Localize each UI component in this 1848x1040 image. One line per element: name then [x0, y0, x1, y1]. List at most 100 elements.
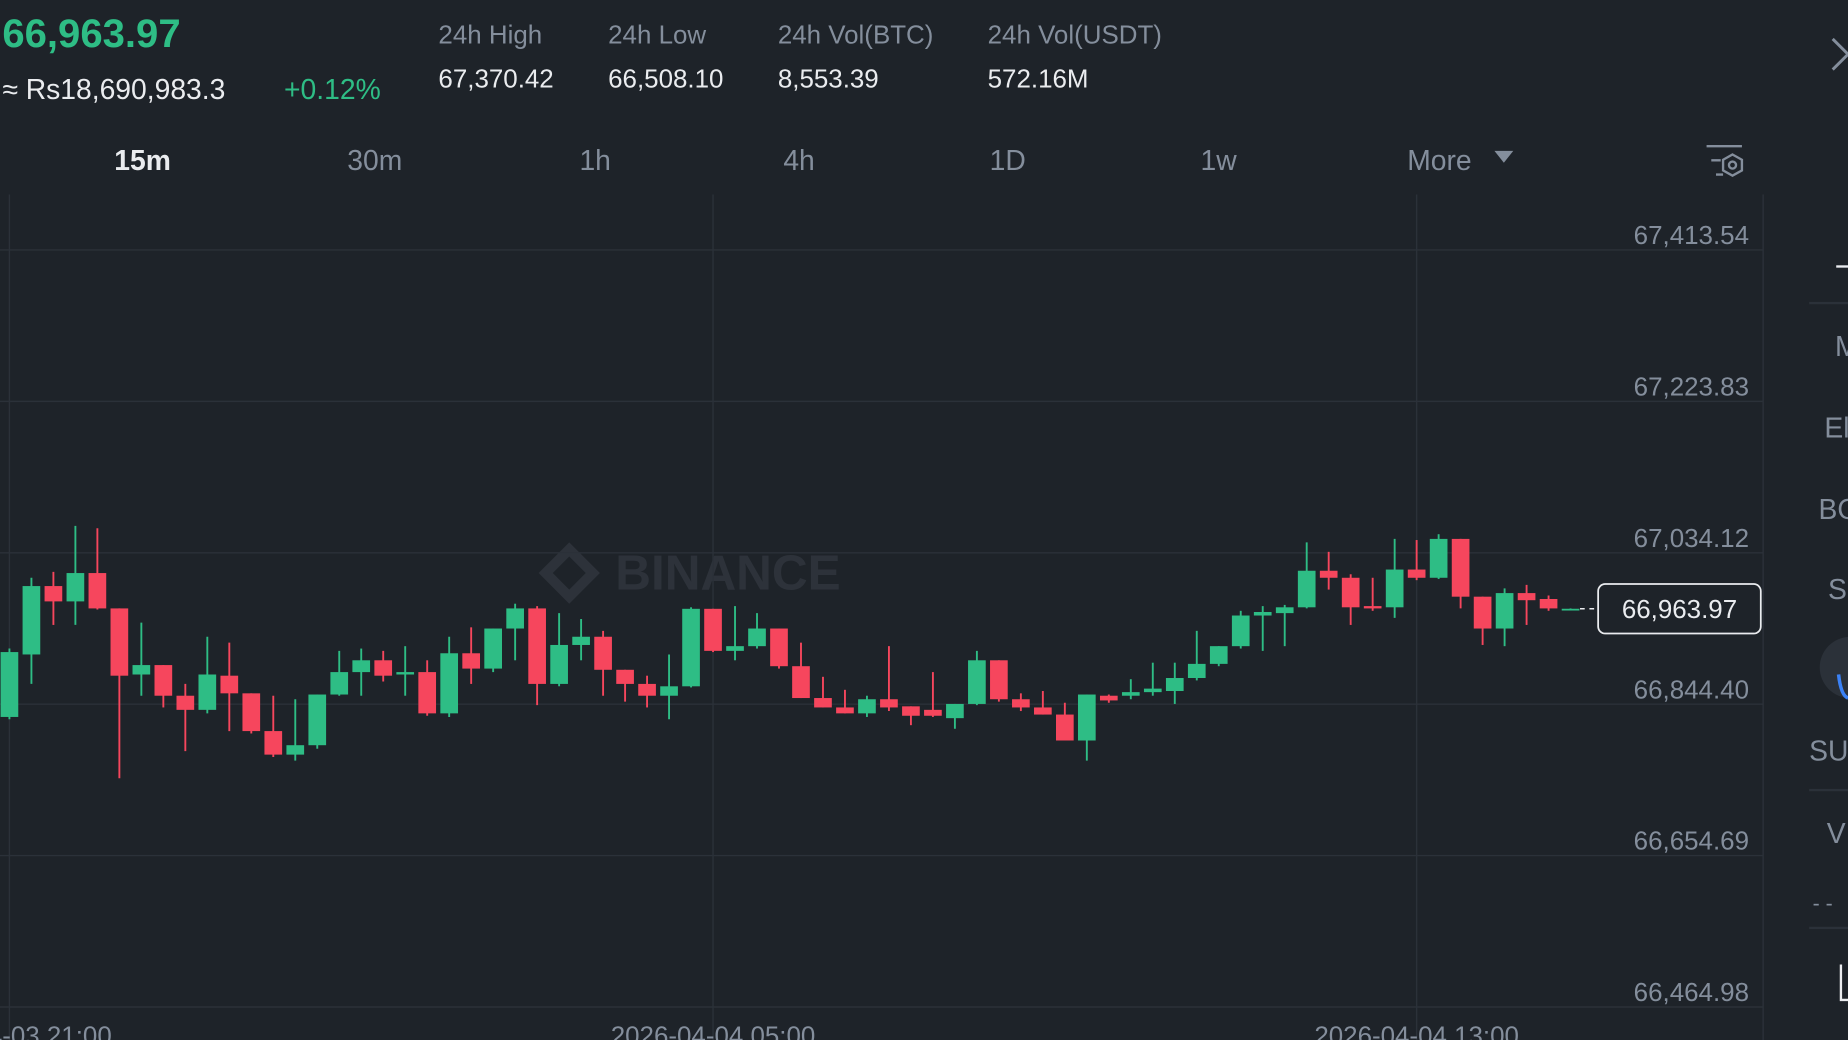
candle-body: [220, 675, 239, 694]
sidebar-item[interactable]: SU: [1809, 735, 1848, 767]
candle-body: [1165, 678, 1184, 692]
candle-body: [198, 674, 217, 710]
candle-body: [132, 665, 151, 675]
candle-body: [528, 608, 546, 684]
candle-body: [1407, 569, 1426, 578]
y-tick-label: 67,413.54: [1634, 222, 1749, 250]
y-tick-label: 66,654.69: [1634, 828, 1749, 856]
candle-body: [858, 699, 876, 714]
stat-value: 66,508.10: [608, 65, 723, 93]
candle-body: [1517, 593, 1536, 601]
candle-body: [1495, 593, 1514, 629]
candle-body: [308, 694, 327, 746]
candle-body: [1341, 577, 1360, 608]
candle-body: [1143, 688, 1162, 693]
candle-body: [550, 644, 568, 684]
stat-value: 67,370.42: [438, 65, 553, 93]
candle-body: [770, 628, 788, 667]
candle-body: [396, 672, 415, 675]
candle-body: [286, 745, 305, 755]
candle-body: [946, 703, 964, 719]
candle-body: [726, 646, 744, 651]
interval-tab[interactable]: 1w: [1201, 144, 1238, 176]
candle-body: [968, 660, 986, 704]
stat-label: 24h Vol(USDT): [988, 22, 1162, 50]
candle-body: [594, 636, 612, 670]
candle-body: [880, 699, 898, 708]
stat-value: 572.16M: [988, 65, 1089, 93]
watermark-text: BINANCE: [615, 546, 840, 601]
candle-body: [88, 573, 107, 609]
interval-tab[interactable]: 30m: [347, 144, 402, 176]
y-tick-label: 66,464.98: [1634, 979, 1749, 1007]
candle-body: [176, 695, 195, 710]
candle-body: [1056, 714, 1074, 741]
candlestick-chart: BINANCE 66,464.98 66,654.69 66,844.40 67,03…: [0, 194, 1764, 1040]
candle-body: [462, 653, 481, 669]
candle-body: [1231, 615, 1250, 647]
candle-body: [1385, 569, 1404, 608]
candle-body: [1363, 606, 1382, 609]
sidebar-item[interactable]: M: [1835, 330, 1848, 362]
candle-body: [1451, 538, 1470, 597]
more-tab[interactable]: More: [1407, 144, 1471, 176]
candle-body: [1561, 608, 1580, 611]
y-tick-label: 66,844.40: [1634, 676, 1749, 704]
close-button[interactable]: [1831, 37, 1848, 71]
candle-body: [1187, 663, 1206, 679]
y-tick-label: 67,223.83: [1634, 373, 1749, 401]
candle-body: [638, 683, 656, 696]
candle-body: [1297, 570, 1316, 608]
candle-body: [1429, 538, 1448, 578]
interval-tab[interactable]: 15m: [114, 144, 171, 176]
stat-label: 24h High: [438, 22, 542, 50]
fiat-price: ≈ Rs18,690,983.3: [2, 73, 225, 105]
candle-body: [484, 628, 502, 669]
candle-body: [374, 660, 393, 676]
candle-body: [352, 660, 371, 673]
candle-body: [1012, 699, 1030, 708]
sidebar-icon: [1839, 964, 1848, 1002]
sidebar-item[interactable]: BO: [1819, 493, 1848, 525]
watermark: BINANCE: [538, 542, 841, 604]
dropdown-arrow: [1494, 150, 1514, 163]
candle-body: [1275, 607, 1294, 614]
candle-body: [704, 608, 722, 651]
candle-body: [242, 693, 261, 732]
candle-body: [1209, 646, 1228, 664]
candle-body: [1099, 695, 1118, 701]
candle-body: [572, 636, 590, 645]
settings-icon[interactable]: [1706, 145, 1744, 178]
candle-body: [1253, 612, 1272, 616]
candle-body: [1121, 692, 1140, 696]
interval-tab[interactable]: 4h: [783, 144, 814, 176]
candle-body: [814, 698, 832, 708]
candle-body: [506, 608, 524, 629]
candle-body: [66, 573, 85, 602]
candle-body: [902, 706, 920, 716]
sidebar-item: - -: [1813, 892, 1833, 915]
watermark-logo: [538, 542, 600, 604]
candle-body: [418, 672, 437, 714]
interval-tab[interactable]: 1D: [990, 144, 1026, 176]
stat-label: 24h Low: [608, 22, 706, 50]
candle-body: [22, 586, 41, 655]
price-box-label: 66,963.97: [1622, 596, 1737, 624]
candle-body: [924, 709, 942, 716]
sidebar-item[interactable]: V: [1827, 817, 1846, 849]
price-box: [1597, 583, 1762, 635]
candle-body: [264, 731, 283, 755]
sidebar-item[interactable]: El: [1824, 411, 1848, 443]
sidebar: M El BO S SU V - -: [1809, 265, 1848, 1002]
interval-tab[interactable]: 1h: [579, 144, 610, 176]
price-change: +0.12%: [284, 73, 381, 105]
sidebar-item[interactable]: S: [1828, 573, 1847, 605]
candle-body: [682, 608, 700, 687]
candle-body: [1539, 598, 1558, 609]
candle-body: [1034, 707, 1052, 715]
candle-body: [110, 608, 129, 676]
candle-body: [792, 666, 810, 699]
candle-body: [1077, 694, 1096, 741]
